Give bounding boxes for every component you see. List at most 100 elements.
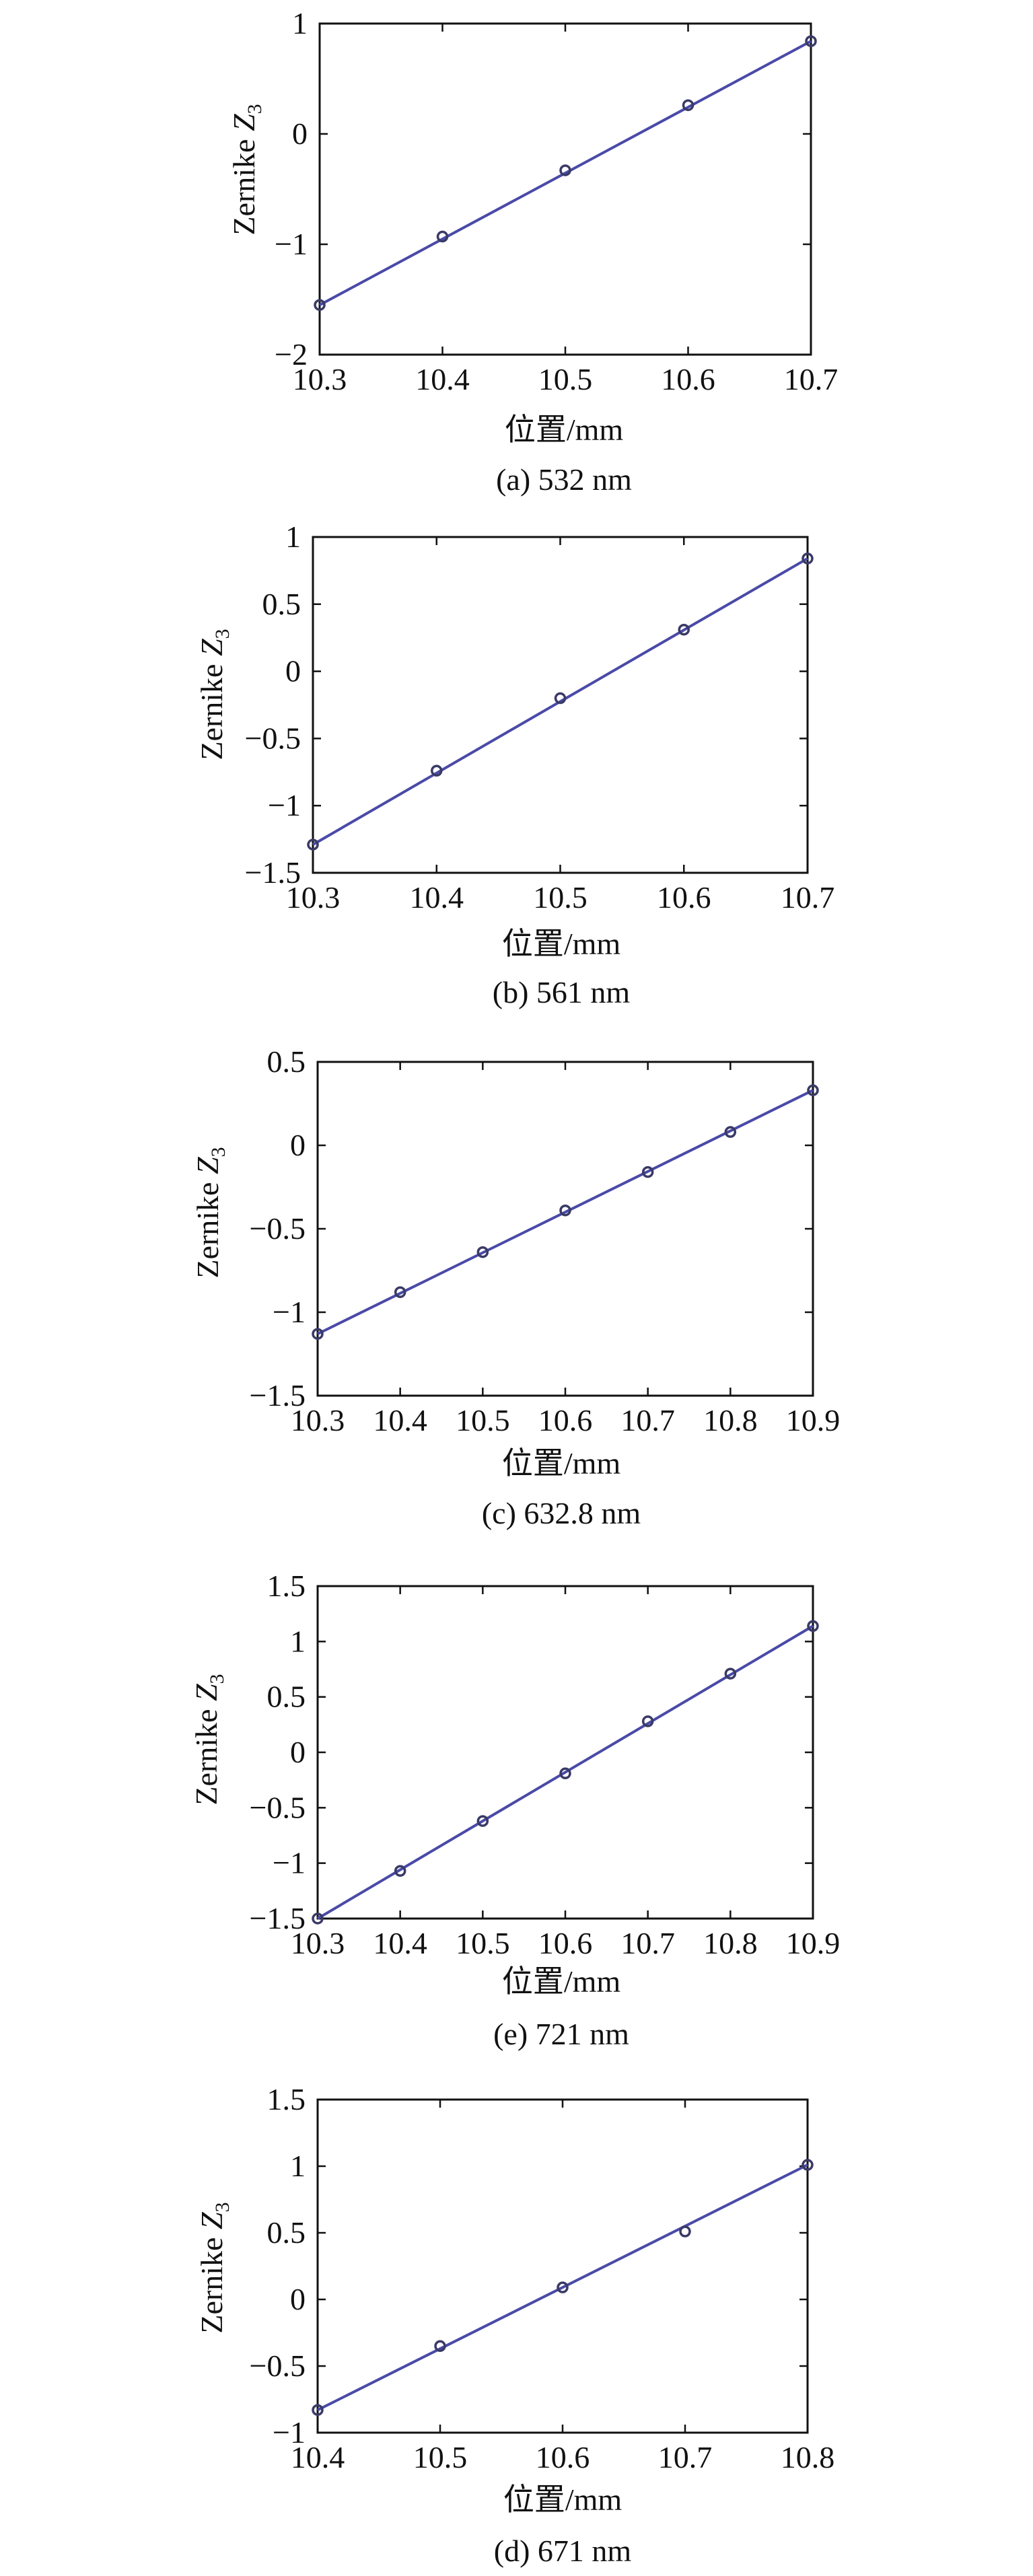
fit-line-c — [317, 1089, 814, 1336]
y-tick-label-c: −1 — [273, 1295, 306, 1329]
x-tick-label-e: 10.4 — [373, 1926, 427, 1960]
caption-c: (c) 632.8 nm — [482, 1496, 641, 1530]
y-axis-label-sub-d: 3 — [211, 2202, 234, 2212]
data-point-b — [431, 764, 443, 777]
plot-frame-b — [312, 536, 809, 874]
y-axis-label-var-c: Z — [190, 1157, 225, 1174]
data-point-e — [559, 1767, 571, 1780]
y-tick-label-b: 0.5 — [262, 587, 301, 621]
fit-line-e — [316, 1624, 814, 1920]
y-tick-label-e: −0.5 — [250, 1790, 306, 1824]
data-point-e — [807, 1620, 819, 1633]
y-tick-label-b: −1.5 — [245, 855, 301, 890]
x-tick-label-a: 10.3 — [293, 362, 347, 396]
y-tick-label-e: −1 — [273, 1846, 306, 1880]
y-tick-label-c: 0.5 — [267, 1044, 306, 1079]
fit-line-b — [312, 557, 809, 846]
x-tick-label-b: 10.5 — [533, 880, 587, 915]
y-tick-label-a: 1 — [292, 6, 308, 40]
x-tick-label-d: 10.7 — [658, 2440, 713, 2474]
x-tick-label-c: 10.7 — [620, 1403, 675, 1437]
data-point-d — [802, 2159, 814, 2171]
y-tick-label-d: 0.5 — [267, 2215, 306, 2250]
y-axis-label-main-a: Zernike — [227, 131, 261, 236]
x-tick-label-a: 10.6 — [661, 362, 715, 396]
y-axis-label-main-b: Zernike — [194, 656, 229, 760]
y-axis-label-b: Zernike Z3 — [194, 629, 234, 760]
y-axis-label-a: Zernike Z3 — [227, 104, 266, 235]
y-axis-label-var-d: Z — [194, 2212, 229, 2229]
y-axis-label-sub-c: 3 — [207, 1147, 229, 1157]
y-tick-label-c: −1.5 — [250, 1378, 306, 1412]
data-point-a — [559, 164, 571, 176]
data-point-a — [682, 99, 694, 112]
data-point-e — [641, 1715, 654, 1727]
y-axis-label-sub-b: 3 — [211, 629, 234, 639]
data-point-d — [679, 2225, 691, 2238]
data-point-c — [312, 1328, 324, 1340]
x-tick-label-b: 10.7 — [781, 880, 835, 915]
y-axis-label-sub-e: 3 — [206, 1674, 228, 1684]
plot-area-d: 10.4 10.5 10.6 10.7 10.8 −1 −0.5 0 0.5 1 1.5 — [250, 2082, 835, 2474]
plot-frame-a — [318, 22, 812, 356]
y-tick-label-d: 0 — [290, 2282, 306, 2316]
data-point-a — [805, 35, 817, 47]
y-tick-label-d: 1 — [290, 2149, 306, 2183]
y-tick-label-b: −0.5 — [245, 721, 301, 755]
data-point-c — [807, 1084, 819, 1096]
y-axis-label-e: Zernike Z3 — [189, 1674, 228, 1805]
chart-panel-c: 10.3 10.4 10.5 10.6 10.7 10.8 10.9 −1.5 −1 −0.5 0 0… — [190, 1044, 840, 1530]
chart-panel-b: 10.3 10.4 10.5 10.6 10.7 −1.5 −1 −0.5 0 0.5 1 位置/m… — [194, 520, 834, 1009]
data-point-c — [724, 1126, 737, 1138]
data-point-e — [312, 1912, 324, 1925]
y-tick-label-a: −1 — [275, 227, 308, 261]
x-axis-label-c: 位置/mm — [502, 1446, 621, 1480]
plot-area-a: 10.3 10.4 10.5 10.6 10.7 −2 −1 0 1 — [275, 6, 838, 396]
x-tick-label-a: 10.4 — [415, 362, 470, 396]
y-axis-label-sub-a: 3 — [244, 104, 266, 114]
data-point-c — [641, 1166, 654, 1178]
x-tick-label-e: 10.8 — [703, 1926, 758, 1960]
data-point-d — [434, 2340, 446, 2353]
plot-frame-c — [316, 1061, 814, 1397]
y-tick-label-c: −0.5 — [250, 1211, 306, 1246]
x-tick-label-d: 10.6 — [536, 2440, 590, 2474]
caption-b: (b) 561 nm — [493, 975, 631, 1009]
chart-panel-a: 10.3 10.4 10.5 10.6 10.7 −2 −1 0 1 位置/mm (a) 532… — [227, 6, 838, 497]
x-tick-label-b: 10.6 — [657, 880, 711, 915]
x-tick-label-a: 10.5 — [538, 362, 593, 396]
plot-frame-d — [316, 2098, 809, 2434]
y-axis-label-var-b: Z — [194, 639, 229, 656]
x-tick-label-c: 10.3 — [291, 1403, 345, 1437]
chart-panel-d: 10.4 10.5 10.6 10.7 10.8 −1 −0.5 0 0.5 1 1.5 位置/mm… — [194, 2082, 834, 2568]
x-tick-label-e: 10.9 — [786, 1926, 841, 1960]
y-tick-label-d: −1 — [273, 2415, 306, 2449]
y-tick-label-b: −1 — [268, 788, 301, 822]
plot-area-c: 10.3 10.4 10.5 10.6 10.7 10.8 10.9 −1.5 −1 −0.5 0 0… — [250, 1044, 841, 1437]
data-point-b — [554, 692, 567, 705]
x-tick-label-d: 10.5 — [413, 2440, 468, 2474]
data-point-d — [557, 2281, 569, 2293]
y-tick-label-b: 1 — [285, 520, 301, 554]
data-point-c — [476, 1246, 489, 1258]
y-axis-label-main-d: Zernike — [194, 2229, 229, 2334]
x-tick-label-e: 10.3 — [291, 1926, 345, 1960]
data-point-a — [436, 230, 449, 243]
fit-line-d — [317, 2163, 808, 2412]
x-tick-label-e: 10.7 — [620, 1926, 675, 1960]
x-axis-label-e: 位置/mm — [502, 1964, 621, 1999]
y-tick-label-e: 1.5 — [267, 1569, 306, 1603]
data-point-c — [559, 1204, 571, 1217]
y-axis-label-main-e: Zernike — [189, 1701, 223, 1805]
x-tick-label-c: 10.9 — [786, 1403, 841, 1437]
data-point-e — [394, 1865, 406, 1877]
y-axis-label-main-c: Zernike — [190, 1174, 225, 1279]
y-tick-label-a: −2 — [275, 337, 308, 371]
data-point-e — [724, 1668, 737, 1680]
x-tick-label-c: 10.4 — [373, 1403, 427, 1437]
fit-line-a — [319, 40, 812, 306]
y-tick-label-e: 0 — [290, 1735, 306, 1769]
x-tick-label-d: 10.4 — [291, 2440, 345, 2474]
data-point-d — [312, 2404, 324, 2417]
